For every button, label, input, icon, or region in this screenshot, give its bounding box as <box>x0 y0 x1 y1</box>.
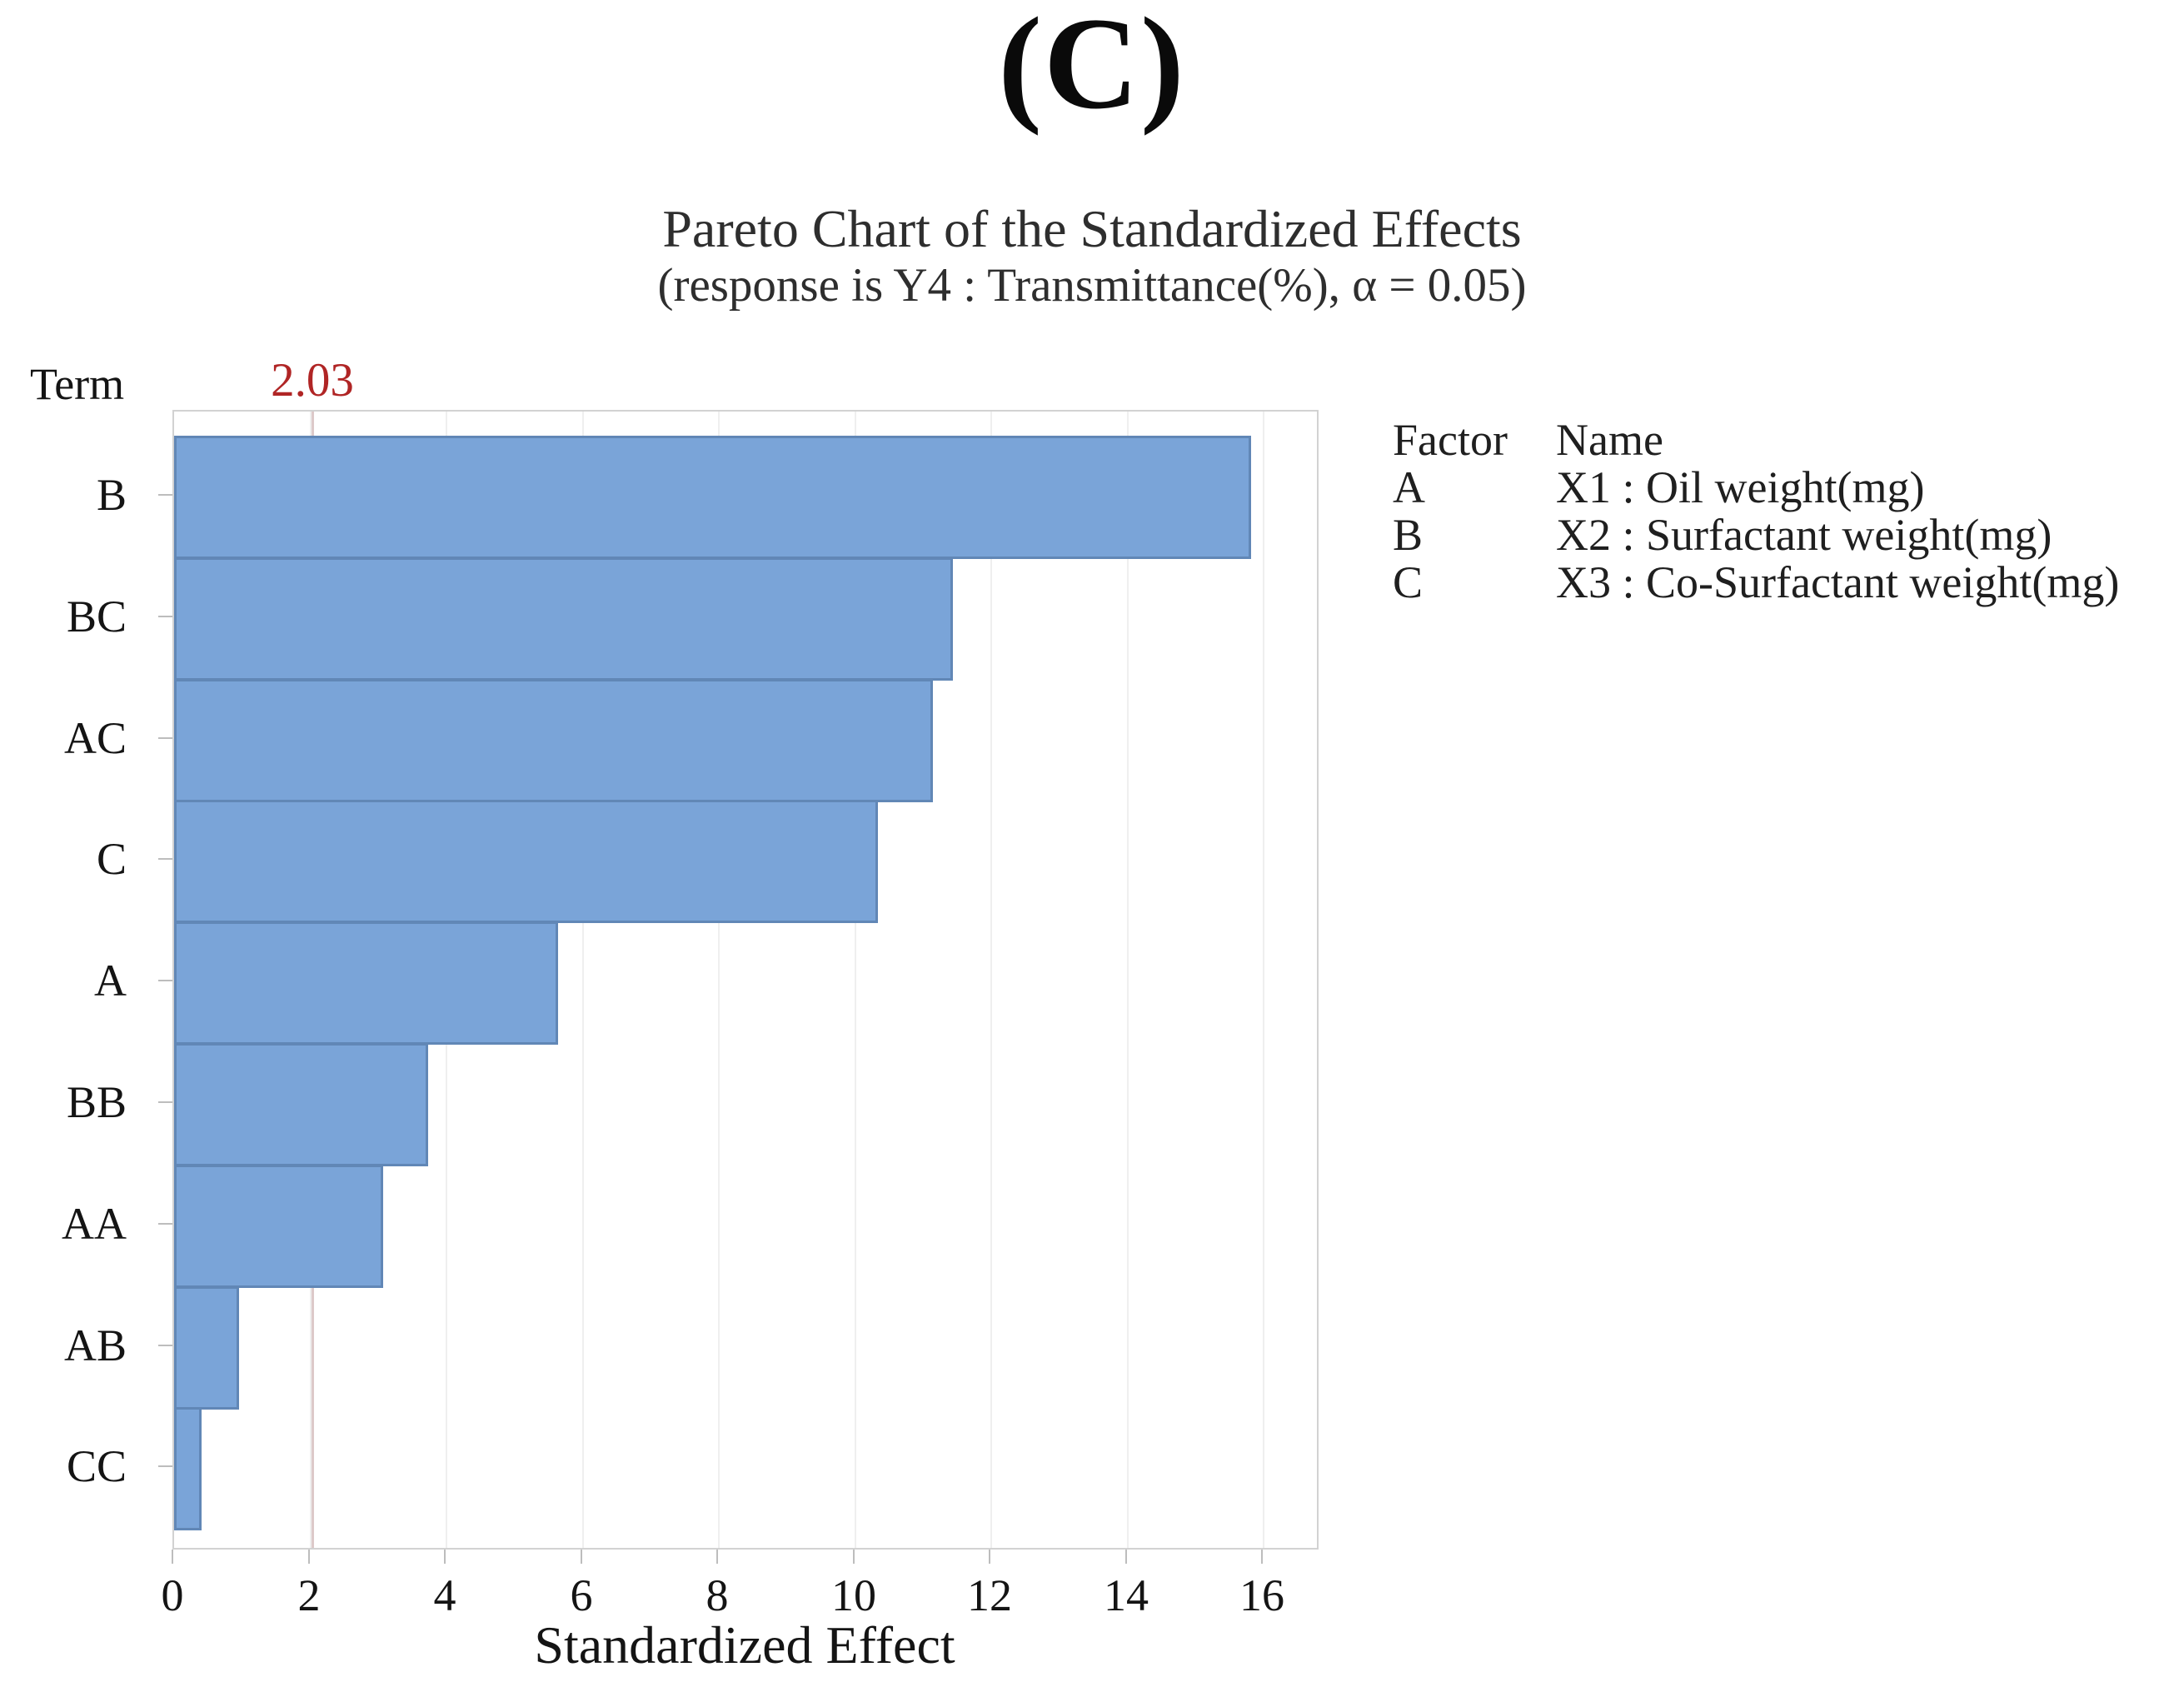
bar-AA <box>174 1165 383 1288</box>
legend-header-factor: Factor <box>1393 415 1508 465</box>
y-category-label-A: A <box>94 956 127 1006</box>
x-tick-12 <box>989 1550 990 1564</box>
y-category-label-AB: AB <box>63 1320 127 1370</box>
legend-row-C: C X3 : Co-Surfactant weight(mg) <box>1393 559 2119 606</box>
x-tick-label-16: 16 <box>1239 1570 1284 1620</box>
legend-header-name: Name <box>1556 415 1663 465</box>
x-tick-label-12: 12 <box>967 1570 1012 1620</box>
x-tick-label-14: 14 <box>1104 1570 1149 1620</box>
bar-AB <box>174 1286 239 1410</box>
bar-CC <box>174 1407 202 1530</box>
x-tick-4 <box>444 1550 446 1564</box>
x-tick-label-4: 4 <box>433 1570 456 1620</box>
gridline-x-10 <box>854 412 856 1548</box>
legend-row-A: A X1 : Oil weight(mg) <box>1393 464 2119 512</box>
legend-row-B: B X2 : Surfactant weight(mg) <box>1393 512 2119 559</box>
plot-area <box>172 410 1319 1550</box>
chart-subtitle: (response is Y4 : Transmittance(%), α = … <box>657 259 1527 312</box>
legend-name-C: X3 : Co-Surfactant weight(mg) <box>1556 557 2120 607</box>
x-tick-label-10: 10 <box>831 1570 876 1620</box>
y-tick-AC <box>158 737 172 739</box>
gridline-x-8 <box>718 412 720 1548</box>
chart-title: Pareto Chart of the Standardized Effects <box>662 199 1522 258</box>
gridline-x-14 <box>1126 412 1129 1548</box>
x-axis-title: Standardized Effect <box>534 1615 955 1675</box>
y-tick-B <box>158 494 172 496</box>
legend-name-B: X2 : Surfactant weight(mg) <box>1556 510 2052 560</box>
y-category-label-BC: BC <box>66 591 127 641</box>
y-tick-BB <box>158 1101 172 1103</box>
gridline-x-16 <box>1263 412 1264 1548</box>
bar-C <box>174 800 878 923</box>
x-tick-2 <box>308 1550 310 1564</box>
legend: Factor Name A X1 : Oil weight(mg) B X2 : Su… <box>1393 417 2119 606</box>
x-tick-14 <box>1125 1550 1127 1564</box>
y-tick-AA <box>158 1223 172 1225</box>
y-category-label-CC: CC <box>66 1441 127 1491</box>
gridline-x-6 <box>581 412 584 1548</box>
x-tick-6 <box>581 1550 582 1564</box>
y-category-label-AC: AC <box>63 713 127 763</box>
legend-factor-B: B <box>1393 510 1424 560</box>
y-tick-AB <box>158 1345 172 1346</box>
x-tick-16 <box>1261 1550 1263 1564</box>
bar-A <box>174 921 558 1045</box>
x-tick-label-2: 2 <box>297 1570 321 1620</box>
reference-line-label: 2.03 <box>271 354 354 407</box>
legend-rows: A X1 : Oil weight(mg) B X2 : Surfactant wei… <box>1393 464 2119 606</box>
y-category-label-AA: AA <box>62 1199 127 1249</box>
y-category-label-B: B <box>96 470 127 520</box>
gridline-x-12 <box>990 412 992 1548</box>
legend-name-A: X1 : Oil weight(mg) <box>1556 462 1925 512</box>
x-tick-label-8: 8 <box>706 1570 729 1620</box>
x-tick-0 <box>172 1550 173 1564</box>
legend-factor-C: C <box>1393 557 1424 607</box>
bar-BC <box>174 557 953 681</box>
legend-factor-A: A <box>1393 462 1425 512</box>
y-tick-A <box>158 980 172 981</box>
y-axis-title: Term <box>30 359 125 409</box>
x-tick-8 <box>716 1550 718 1564</box>
x-tick-10 <box>853 1550 855 1564</box>
y-tick-C <box>158 858 172 860</box>
bar-BB <box>174 1043 428 1166</box>
x-tick-label-0: 0 <box>161 1570 184 1620</box>
y-category-label-BB: BB <box>66 1077 127 1127</box>
figure-panel-label: (C) <box>998 0 1186 137</box>
legend-header-row: Factor Name <box>1393 417 2119 464</box>
y-tick-CC <box>158 1465 172 1467</box>
bar-AC <box>174 679 933 802</box>
y-tick-BC <box>158 616 172 617</box>
y-category-label-C: C <box>96 834 127 884</box>
x-tick-label-6: 6 <box>570 1570 593 1620</box>
bar-B <box>174 436 1251 559</box>
